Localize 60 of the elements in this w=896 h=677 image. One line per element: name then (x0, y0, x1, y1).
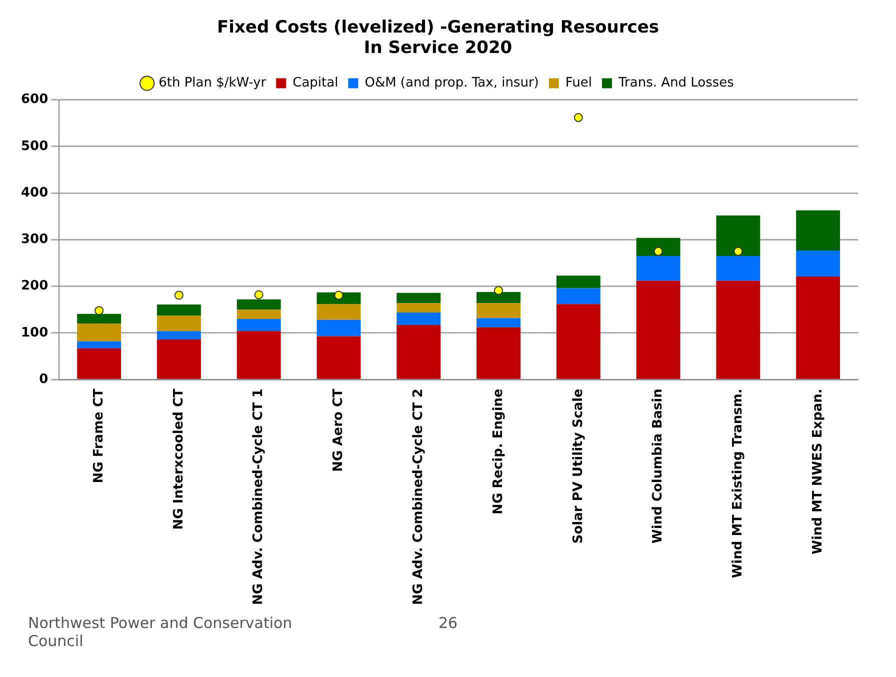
bar (396, 325, 441, 379)
bar (316, 336, 361, 379)
bar (716, 215, 760, 256)
x-tick-label: NG Interxcooled CT (171, 388, 186, 530)
bar (77, 314, 122, 324)
bar (556, 276, 600, 288)
legend-label: 6th Plan $/kW-yr (158, 76, 267, 91)
bar (796, 276, 840, 379)
text: 26 (437, 614, 459, 634)
bar (636, 280, 680, 379)
bar (316, 320, 361, 336)
y-tick-label: 0 (39, 372, 48, 387)
bar (156, 316, 201, 332)
x-tick-label: NG Adv. Combined-Cycle CT 2 (411, 388, 426, 605)
y-tick-label: 500 (20, 138, 48, 154)
bar (476, 327, 520, 379)
bar (716, 280, 760, 379)
bar (77, 348, 122, 379)
bar (476, 292, 520, 304)
text: Northwest Power and Conservation Council (28, 614, 294, 650)
bar (476, 318, 520, 328)
bar (636, 238, 680, 256)
bar (236, 319, 281, 332)
bar (156, 340, 201, 379)
x-tick-label: NG Frame CT (91, 388, 106, 484)
bar (396, 292, 441, 304)
legend-label: O&M (and prop. Tax, insur) (364, 76, 539, 91)
bar (236, 331, 281, 379)
bar (636, 256, 680, 281)
bar (316, 304, 361, 320)
legend-label: Capital (292, 76, 338, 91)
legend-label: Trans. And Losses (617, 76, 734, 91)
bar (236, 299, 281, 310)
y-tick-label: 100 (20, 325, 48, 340)
x-tick-label: Wind MT NWES Expan. (810, 388, 826, 554)
x-tick-label: Wind Columbia Basin (650, 388, 666, 544)
bar (236, 310, 281, 319)
y-tick-label: 300 (20, 232, 48, 248)
legend-label: Fuel (565, 76, 592, 91)
x-tick-label: NG Recip. Engine (490, 388, 506, 514)
x-tick-label: NG Adv. Combined-Cycle CT 1 (251, 388, 266, 605)
bar (156, 304, 201, 316)
bar (396, 303, 441, 312)
x-tick-label: Solar PV Utility Scale (570, 388, 586, 544)
bar (77, 341, 122, 348)
bar (156, 331, 201, 340)
bar (476, 303, 520, 318)
y-tick-label: 400 (20, 185, 48, 200)
bar (796, 210, 840, 250)
x-tick-label: Wind MT Existing Transm. (730, 388, 746, 578)
x-tick-label: NG Aero CT (331, 388, 346, 472)
y-tick-label: 600 (20, 92, 48, 108)
y-tick-label: 200 (20, 278, 48, 294)
bar (796, 250, 840, 277)
bar (556, 288, 600, 304)
bar (556, 304, 600, 379)
chart-title: Fixed Costs (levelized) -Generating Resources In Service 2020 (217, 18, 659, 58)
bar (396, 312, 441, 326)
bar (77, 324, 122, 342)
bar (716, 256, 760, 281)
